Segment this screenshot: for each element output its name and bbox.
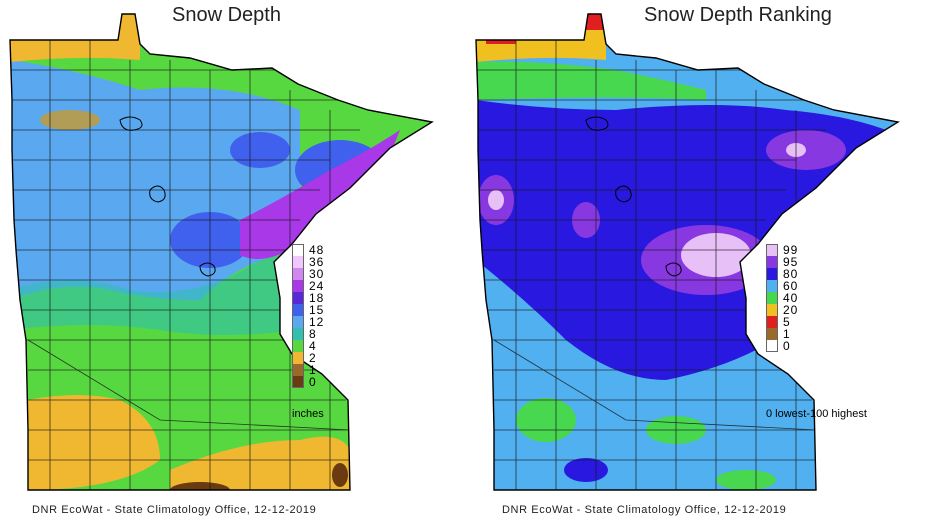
snow-depth-ranking-panel: Snow Depth Ranking 99 95 80 60 40 20 5 1 0 0 low… <box>466 0 932 524</box>
legend-entry: 5 <box>766 316 814 328</box>
legend-entry: 15 <box>292 304 340 316</box>
legend-label: 0 <box>309 375 317 389</box>
legend-label: 8 <box>309 327 317 341</box>
legend-swatch <box>292 340 304 352</box>
legend-label: 80 <box>783 267 799 281</box>
legend-swatch <box>766 328 778 340</box>
snow-depth-ranking-legend: 99 95 80 60 40 20 5 1 0 <box>766 244 814 352</box>
legend-label: 99 <box>783 243 799 257</box>
legend-scale-caption: 0 lowest-100 highest <box>766 408 867 420</box>
snow-depth-legend: 48 36 30 24 18 15 12 8 4 2 1 0 <box>292 244 340 388</box>
legend-entry: 12 <box>292 316 340 328</box>
legend-entry: 0 <box>766 340 814 352</box>
legend-swatch <box>292 244 304 256</box>
legend-entry: 4 <box>292 340 340 352</box>
legend-label: 36 <box>309 255 325 269</box>
legend-label: 5 <box>783 315 791 329</box>
snow-depth-map <box>9 13 434 491</box>
legend-label: 15 <box>309 303 325 317</box>
legend-label: 20 <box>783 303 799 317</box>
legend-label: 4 <box>309 339 317 353</box>
legend-swatch <box>766 280 778 292</box>
legend-swatch <box>766 316 778 328</box>
legend-entry: 60 <box>766 280 814 292</box>
legend-entry: 48 <box>292 244 340 256</box>
legend-entry: 20 <box>766 304 814 316</box>
source-credit: DNR EcoWat - State Climatology Office, 1… <box>502 504 787 516</box>
legend-entry: 30 <box>292 268 340 280</box>
legend-swatch <box>292 280 304 292</box>
legend-swatch <box>292 268 304 280</box>
legend-swatch <box>766 340 778 352</box>
legend-swatch <box>292 256 304 268</box>
legend-entry: 1 <box>292 364 340 376</box>
legend-swatch <box>766 304 778 316</box>
legend-entry: 24 <box>292 280 340 292</box>
legend-label: 60 <box>783 279 799 293</box>
legend-label: 2 <box>309 351 317 365</box>
legend-entry: 80 <box>766 268 814 280</box>
legend-units: inches <box>292 408 324 420</box>
map-title: Snow Depth <box>172 4 281 26</box>
source-credit: DNR EcoWat - State Climatology Office, 1… <box>32 504 317 516</box>
legend-swatch <box>292 304 304 316</box>
legend-label: 24 <box>309 279 325 293</box>
legend-entry: 1 <box>766 328 814 340</box>
legend-swatch <box>292 316 304 328</box>
map-title: Snow Depth Ranking <box>644 4 832 26</box>
legend-entry: 99 <box>766 244 814 256</box>
legend-swatch <box>292 352 304 364</box>
legend-swatch <box>766 244 778 256</box>
legend-swatch <box>292 376 304 388</box>
legend-swatch <box>292 364 304 376</box>
legend-entry: 0 <box>292 376 340 388</box>
legend-label: 40 <box>783 291 799 305</box>
legend-swatch <box>292 292 304 304</box>
legend-entry: 18 <box>292 292 340 304</box>
legend-entry: 2 <box>292 352 340 364</box>
legend-label: 1 <box>309 363 317 377</box>
legend-label: 18 <box>309 291 325 305</box>
legend-label: 30 <box>309 267 325 281</box>
legend-entry: 40 <box>766 292 814 304</box>
legend-entry: 95 <box>766 256 814 268</box>
legend-entry: 8 <box>292 328 340 340</box>
legend-label: 12 <box>309 315 325 329</box>
legend-label: 1 <box>783 327 791 341</box>
legend-entry: 36 <box>292 256 340 268</box>
legend-swatch <box>292 328 304 340</box>
legend-label: 48 <box>309 243 325 257</box>
snow-depth-ranking-map <box>475 13 900 491</box>
legend-label: 0 <box>783 339 791 353</box>
legend-swatch <box>766 268 778 280</box>
snow-depth-panel: Snow Depth 48 36 30 24 18 15 12 8 4 2 1 0 inches DN… <box>9 4 434 516</box>
legend-label: 95 <box>783 255 799 269</box>
legend-swatch <box>766 256 778 268</box>
legend-swatch <box>766 292 778 304</box>
